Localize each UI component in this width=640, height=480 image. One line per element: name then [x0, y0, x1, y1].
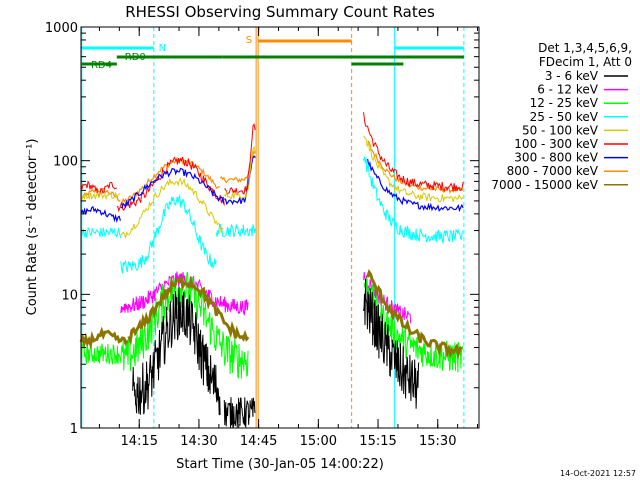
series-7000-15000-kev: [79, 268, 463, 360]
flag-label-rd4: RD4: [91, 60, 112, 71]
series-segment: [366, 268, 463, 360]
series-segment: [80, 226, 122, 239]
x-tick-label: 14:45: [240, 434, 277, 449]
y-tick-label: 10: [61, 288, 78, 303]
series-segment: [363, 156, 463, 245]
series-3-6-kev: [132, 279, 420, 429]
series-segment: [80, 180, 117, 196]
legend-label: 3 - 6 keV: [545, 69, 599, 83]
x-tick-label: 15:15: [359, 434, 396, 449]
x-tick-label: 14:15: [121, 434, 158, 449]
series-segment: [120, 271, 249, 380]
series-segment: [132, 286, 221, 416]
series-segment: [127, 273, 250, 346]
series-segment: [120, 271, 249, 316]
series-segment: [363, 135, 464, 203]
series-segment: [120, 177, 224, 239]
y-tick-label: 100: [53, 155, 78, 170]
plot-frame: [80, 26, 480, 429]
series-segment: [215, 223, 256, 238]
series-segment: [367, 158, 464, 213]
series-segment: [367, 140, 464, 195]
series-100-300-kev: [80, 112, 464, 213]
flag-label-s: S: [246, 35, 252, 46]
y-tick-label: 1: [70, 422, 78, 437]
series-segment: [80, 342, 121, 365]
series-50-100-kev: [80, 135, 464, 239]
axes-layer: 1 10 100 1000 14:15 14:30 14:45 15:00 15:15 15:30: [45, 21, 479, 449]
series-segment: [79, 326, 129, 350]
chart-title: RHESSI Observing Summary Count Rates: [125, 3, 435, 21]
footer-timestamp: 14-Oct-2021 12:57: [560, 469, 636, 478]
legend: Det 1,3,4,5,6,9, FDecim 1, Att 0 3 - 6 k…: [491, 41, 632, 192]
x-tick-label: 15:00: [300, 434, 337, 449]
y-axis-label: Count Rate (s⁻¹ detector⁻¹): [25, 139, 40, 316]
flag-label-n: N: [159, 43, 166, 54]
legend-label: 25 - 50 keV: [530, 110, 599, 124]
legend-label: 12 - 25 keV: [530, 96, 599, 110]
series-segment: [80, 205, 121, 224]
series-segment: [120, 167, 225, 209]
legend-label: 800 - 7000 keV: [507, 164, 599, 178]
legend-label: 7000 - 15000 keV: [491, 178, 598, 192]
flag-layer: N RD0 RD4 S: [81, 35, 464, 71]
series-segment: [116, 156, 225, 213]
x-axis-label: Start Time (30-Jan-05 14:00:22): [176, 457, 384, 472]
legend-label: 6 - 12 keV: [537, 83, 599, 97]
series-segment: [120, 193, 217, 274]
legend-header-line-1: Det 1,3,4,5,6,9,: [538, 41, 632, 55]
series-segment: [363, 112, 464, 192]
legend-label: 50 - 100 keV: [522, 123, 599, 137]
series-6-12-kev: [120, 271, 412, 324]
flag-label-rd0: RD0: [125, 52, 146, 63]
series-segment: [363, 279, 420, 409]
x-tick-label: 15:30: [419, 434, 456, 449]
series-25-50-kev: [80, 156, 463, 274]
y-tick-label: 1000: [45, 21, 78, 36]
legend-label: 300 - 800 keV: [514, 151, 598, 165]
series-segment: [224, 123, 256, 196]
data-layer: [79, 27, 465, 429]
series-segment: [223, 397, 256, 429]
x-tick-label: 14:30: [180, 434, 217, 449]
series-segment: [80, 191, 121, 201]
series-segment: [363, 271, 412, 324]
legend-label: 100 - 300 keV: [514, 137, 598, 151]
series-segment: [223, 145, 256, 200]
legend-header-line-2: FDecim 1, Att 0: [539, 55, 632, 69]
